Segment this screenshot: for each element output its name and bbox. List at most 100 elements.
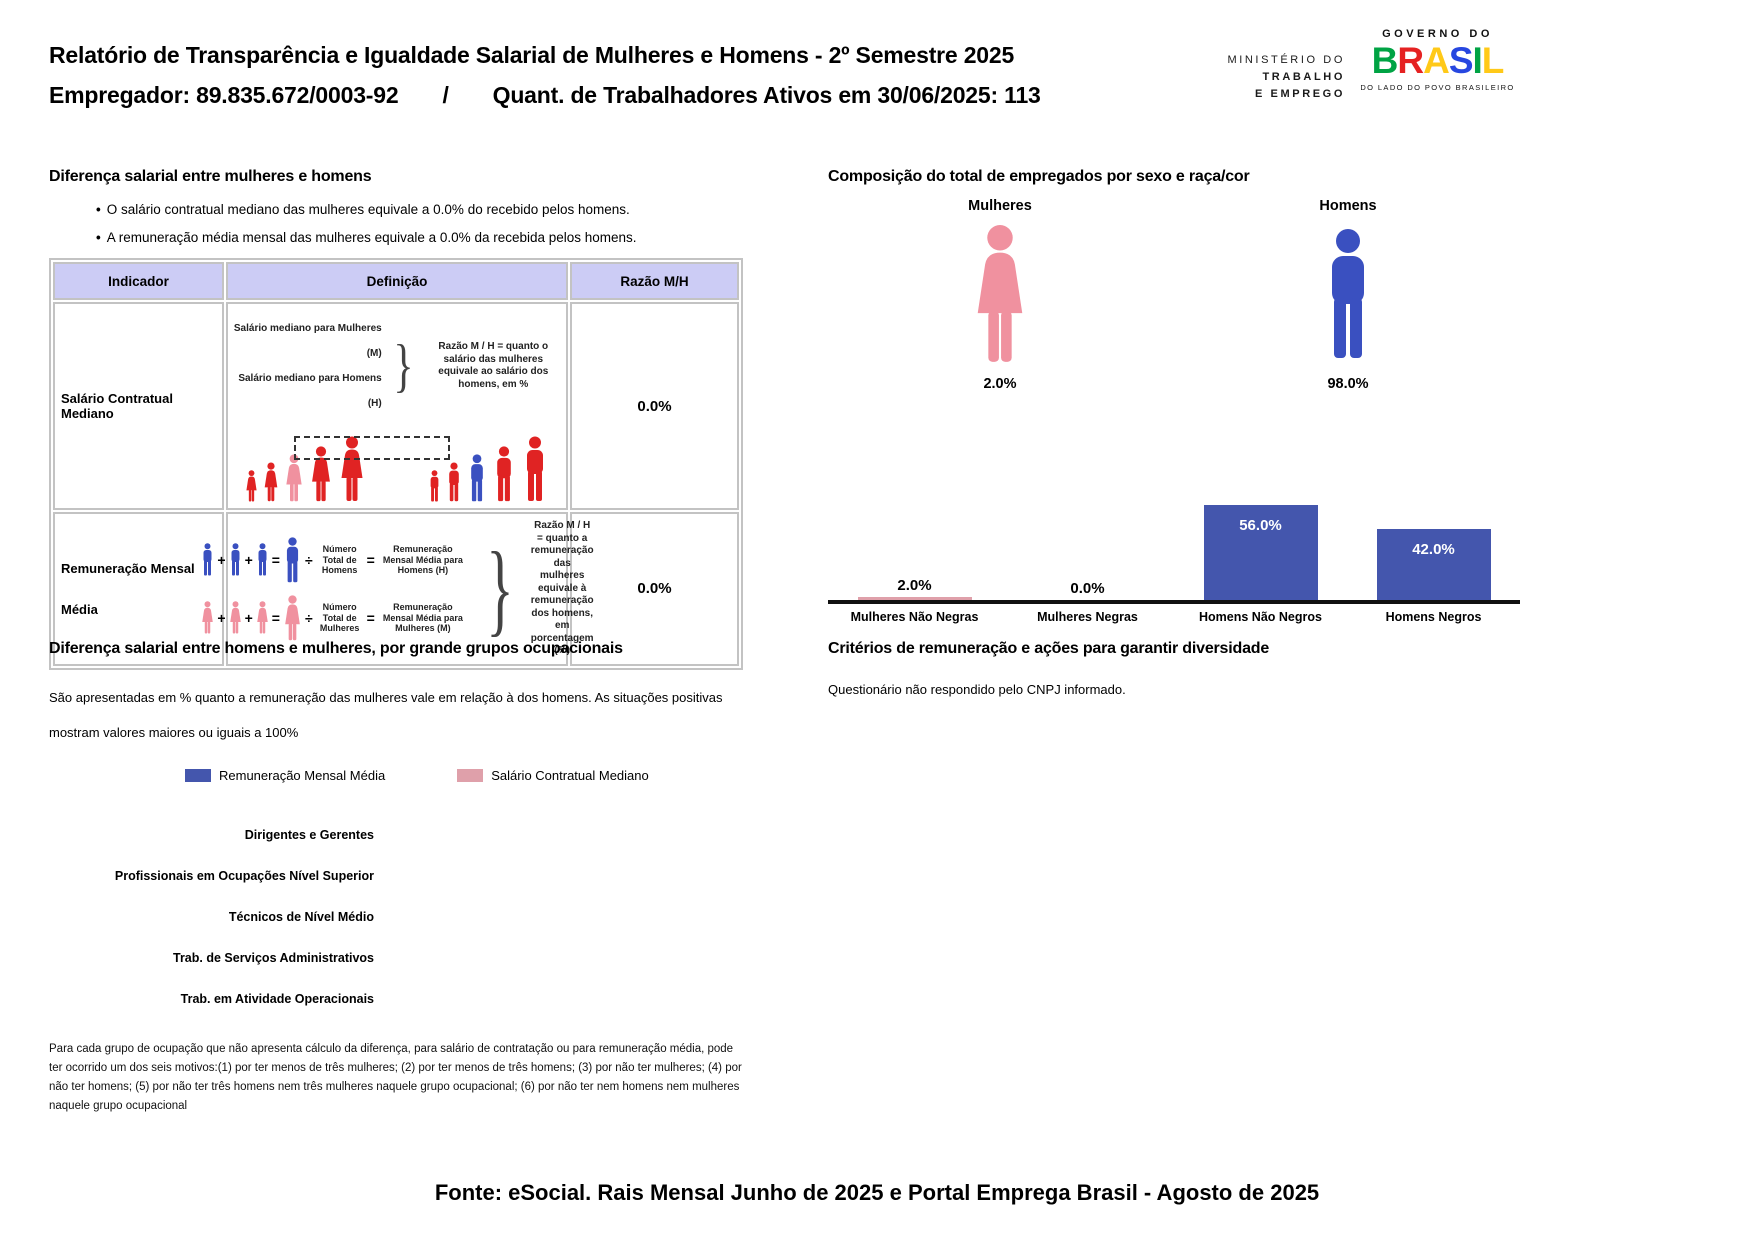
occupational-section: Diferença salarial entre homens e mulher… <box>49 640 759 1116</box>
occupational-category-label: Profissionais em Ocupações Nível Superio… <box>114 869 374 883</box>
indicator-line2: Média <box>61 601 98 617</box>
brace-glyph: } <box>393 333 414 399</box>
man-icon-large <box>1318 224 1378 364</box>
ministry-line3: E EMPREGO <box>1254 88 1345 100</box>
table-header-row: Indicador Definição Razão M/H <box>53 262 739 300</box>
occupational-category-label: Trab. de Serviços Administrativos <box>173 951 374 965</box>
table-row: Remuneração Mensal Média + + = <box>53 512 739 666</box>
bullet-marker: • <box>96 230 101 245</box>
active-workers-value: Quant. de Trabalhadores Ativos em 30/06/… <box>492 82 1041 108</box>
indicator-table: Indicador Definição Razão M/H Salário Co… <box>49 258 743 670</box>
composition-bar-slot: 0.0% <box>1001 580 1174 600</box>
plus-operator: + <box>217 551 226 568</box>
women-column: Mulheres 2.0% <box>900 198 1100 392</box>
plus-operator: + <box>244 609 253 626</box>
man-icon <box>427 470 442 502</box>
composition-bar-value: 2.0% <box>897 576 932 594</box>
women-label: Mulheres <box>968 198 1032 214</box>
legend-label: Remuneração Mensal Média <box>219 768 386 783</box>
plus-operator: + <box>217 609 226 626</box>
indicator-name: Salário Contratual Mediano <box>53 302 224 510</box>
occupational-category-label: Dirigentes e Gerentes <box>244 828 374 842</box>
ministry-line2: TRABALHO <box>1262 71 1345 83</box>
median-dashed-box <box>294 436 450 460</box>
category-label: Homens Negros <box>1385 610 1482 624</box>
col-header-razao: Razão M/H <box>570 262 739 300</box>
source-footer: Fonte: eSocial. Rais Mensal Junho de 202… <box>434 1180 1320 1205</box>
population-figures <box>232 432 562 502</box>
salary-gap-title: Diferença salarial entre mulheres e home… <box>49 168 372 185</box>
woman-icon-large <box>968 224 1032 364</box>
table-row: Salário Contratual Mediano Salário media… <box>53 302 739 510</box>
criteria-section: Critérios de remuneração e ações para ga… <box>828 640 1518 697</box>
composition-bar-value: 0.0% <box>1070 580 1105 597</box>
ratio-value: 0.0% <box>570 302 739 510</box>
women-average-formula: + + = ÷ Número Total de Mulheres = Remun… <box>200 595 468 641</box>
composition-bar-slot: 2.0% <box>828 577 1001 600</box>
occupational-title: Diferença salarial entre homens e mulher… <box>49 640 623 657</box>
col-header-definicao: Definição <box>226 262 568 300</box>
gender-icons-row: Mulheres 2.0% Homens 98.0% <box>828 198 1520 448</box>
category-label: Homens Não Negros <box>1199 610 1322 624</box>
man-icon <box>520 436 550 502</box>
woman-icon <box>262 462 280 502</box>
salary-gap-bullets: • O salário contratual mediano das mulhe… <box>49 202 749 245</box>
page-title: Relatório de Transparência e Igualdade S… <box>49 42 1015 68</box>
occupational-footnote: Para cada grupo de ocupação que não apre… <box>49 1043 742 1112</box>
median-women-label: Salário mediano para Mulheres (M) <box>233 323 382 359</box>
separator: / <box>442 82 449 108</box>
men-percentage: 98.0% <box>1327 376 1369 392</box>
men-divisor-label: Número Total de Homens <box>321 544 358 575</box>
occupational-category-labels: Dirigentes e Gerentes Profissionais em O… <box>49 815 374 1020</box>
composition-bar-slot: 42.0% <box>1347 528 1520 600</box>
composition-bar-chart: 2.0% 0.0% 56.0% 42.0% <box>828 460 1520 604</box>
divide-operator: ÷ <box>304 551 313 568</box>
composition-bar-slot: 56.0% <box>1174 504 1347 600</box>
divide-operator: ÷ <box>304 609 313 626</box>
ratio-value: 0.0% <box>570 512 739 666</box>
man-icon <box>200 543 215 576</box>
woman-median-icon <box>283 454 305 502</box>
bullet-text: A remuneração média mensal das mulheres … <box>106 230 637 245</box>
woman-icon <box>244 470 259 502</box>
ministry-line1: MINISTÉRIO DO <box>1227 54 1345 66</box>
salary-gap-section: Diferença salarial entre mulheres e home… <box>49 168 749 670</box>
equals-operator: = <box>366 609 375 626</box>
employer-line: Empregador: 89.835.672/0003-92 / Quant. … <box>49 82 1041 109</box>
equals-operator: = <box>271 551 280 568</box>
man-icon <box>255 543 270 576</box>
equals-operator: = <box>271 609 280 626</box>
composition-bar <box>857 596 972 600</box>
definition-cell: + + = ÷ Número Total de Homens = Remuner… <box>226 512 594 666</box>
woman-icon <box>282 595 303 641</box>
category-label: Mulheres Negras <box>1037 610 1138 624</box>
bullet-item: • O salário contratual mediano das mulhe… <box>96 202 749 217</box>
ratio-explanation: Razão M / H = quanto a remuneração das m… <box>530 520 594 656</box>
composition-category-labels: Mulheres Não Negras Mulheres Negras Home… <box>828 610 1520 624</box>
bullet-item: • A remuneração média mensal das mulhere… <box>96 230 749 245</box>
composition-bar: 56.0% <box>1203 504 1318 600</box>
gov-logo-tagline: DO LADO DO POVO BRASILEIRO <box>1360 83 1515 92</box>
occupational-description: São apresentadas em % quanto a remuneraç… <box>49 690 723 740</box>
composition-bar-value: 42.0% <box>1412 540 1455 558</box>
men-result-label: Remuneração Mensal Média para Homens (H) <box>382 544 463 575</box>
woman-icon <box>228 601 243 634</box>
occupational-category-label: Técnicos de Nível Médio <box>228 910 374 924</box>
ministry-logo: MINISTÉRIO DO TRABALHO E EMPREGO <box>1180 52 1345 103</box>
criteria-title: Critérios de remuneração e ações para ga… <box>828 640 1270 657</box>
ratio-explanation: Razão M / H = quanto o salário das mulhe… <box>438 341 549 390</box>
governo-do-brasil-logo: GOVERNO DO BRASIL DO LADO DO POVO BRASIL… <box>1360 28 1515 92</box>
composition-bar-value: 56.0% <box>1239 516 1282 534</box>
composition-section: Composição do total de empregados por se… <box>828 168 1520 624</box>
man-icon <box>282 537 303 583</box>
men-column: Homens 98.0% <box>1248 198 1448 392</box>
composition-bar: 42.0% <box>1376 528 1491 600</box>
men-label: Homens <box>1319 198 1377 214</box>
col-header-indicador: Indicador <box>53 262 224 300</box>
chart-legend: Remuneração Mensal Média Salário Contrat… <box>185 768 759 783</box>
man-icon <box>491 446 517 502</box>
employer-value: Empregador: 89.835.672/0003-92 <box>49 82 399 108</box>
legend-swatch-blue <box>185 769 211 782</box>
gov-logo-top: GOVERNO DO <box>1382 28 1493 40</box>
